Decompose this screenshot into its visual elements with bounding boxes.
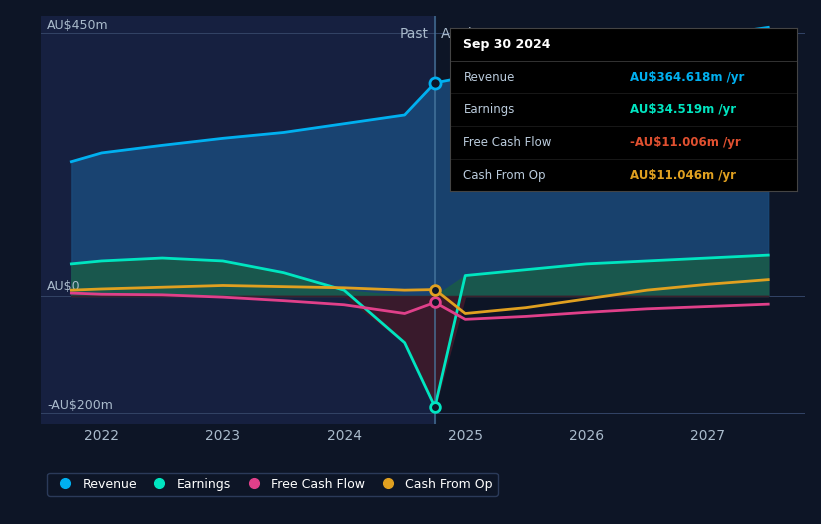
Text: Past: Past <box>400 27 429 41</box>
Text: -AU$200m: -AU$200m <box>47 399 113 411</box>
Text: AU$0: AU$0 <box>47 280 80 293</box>
Bar <box>41 16 435 424</box>
Text: AU$450m: AU$450m <box>47 19 108 32</box>
Text: Analysts Forecasts: Analysts Forecasts <box>441 27 570 41</box>
Legend: Revenue, Earnings, Free Cash Flow, Cash From Op: Revenue, Earnings, Free Cash Flow, Cash … <box>48 473 498 496</box>
